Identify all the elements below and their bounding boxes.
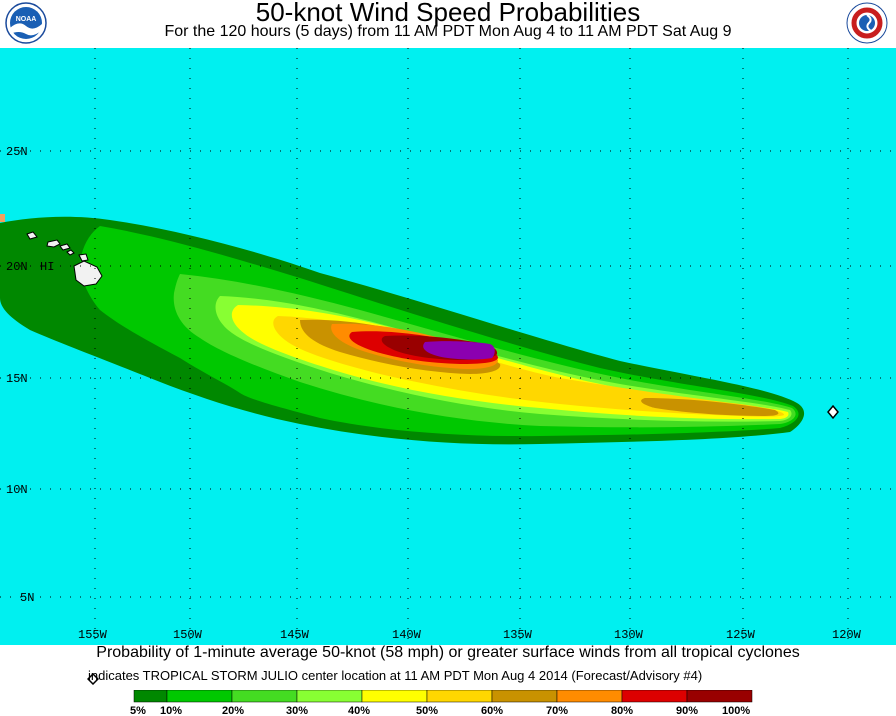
legend-label-20: 20%	[222, 705, 244, 716]
hawaiian-islands	[26, 231, 103, 287]
legend-label-70: 70%	[546, 705, 568, 716]
legend-swatch-5	[361, 690, 428, 703]
legend-label-90: 90%	[676, 705, 698, 716]
legend-label-50: 50%	[416, 705, 438, 716]
noaa-logo: NOAA	[5, 2, 47, 44]
map-caption: Probability of 1-minute average 50-knot …	[96, 644, 800, 661]
land-fragment	[0, 214, 5, 222]
probability-contours	[0, 216, 805, 445]
place-label-hi: HI	[40, 260, 54, 274]
contour-100pct	[423, 341, 495, 360]
lon-label-135w: 135W	[503, 628, 533, 642]
probability-legend: 5% 10% 20% 30% 40% 50% 60% 70% 80% 90% 1…	[130, 690, 753, 716]
legend-label-60: 60%	[481, 705, 503, 716]
legend-label-30: 30%	[286, 705, 308, 716]
lon-label-125w: 125W	[726, 628, 756, 642]
legend-swatch-10	[686, 690, 753, 703]
lat-label-5n: 5N	[20, 591, 34, 605]
lat-label-15n: 15N	[6, 372, 28, 386]
legend-label-40: 40%	[348, 705, 370, 716]
map: 25N 20N 15N 10N 5N HI 155W 150W 145W 140…	[0, 48, 896, 645]
lat-label-25n: 25N	[6, 145, 28, 159]
lat-label-10n: 10N	[6, 483, 28, 497]
legend-label-80: 80%	[611, 705, 633, 716]
legend-label-10: 10%	[160, 705, 182, 716]
lon-label-145w: 145W	[280, 628, 310, 642]
legend-label-5: 5%	[130, 705, 146, 716]
lon-label-130w: 130W	[614, 628, 644, 642]
storm-note: indicates TROPICAL STORM JULIO center lo…	[88, 668, 703, 683]
legend-swatch-8	[556, 690, 623, 703]
legend-swatch-6	[426, 690, 493, 703]
legend-swatch-9	[621, 690, 688, 703]
legend-label-100: 100%	[722, 705, 750, 716]
map-title: 50-knot Wind Speed Probabilities	[255, 0, 641, 27]
lon-label-120w: 120W	[832, 628, 862, 642]
legend-swatches	[133, 690, 753, 703]
diamond-icon	[87, 673, 99, 685]
lon-label-155w: 155W	[78, 628, 108, 642]
lon-label-150w: 150W	[173, 628, 203, 642]
storm-center-marker	[827, 404, 839, 420]
legend-swatch-2	[166, 690, 233, 703]
legend-swatch-1	[133, 690, 168, 703]
map-subtitle: For the 120 hours (5 days) from 11 AM PD…	[164, 23, 732, 40]
lon-label-140w: 140W	[392, 628, 422, 642]
legend-swatch-4	[296, 690, 363, 703]
legend-swatch-3	[231, 690, 298, 703]
svg-text:NOAA: NOAA	[16, 16, 37, 23]
nws-logo	[846, 2, 888, 44]
lat-label-20n: 20N	[6, 260, 28, 274]
contour-60pct-east	[641, 398, 779, 416]
legend-swatch-7	[491, 690, 558, 703]
